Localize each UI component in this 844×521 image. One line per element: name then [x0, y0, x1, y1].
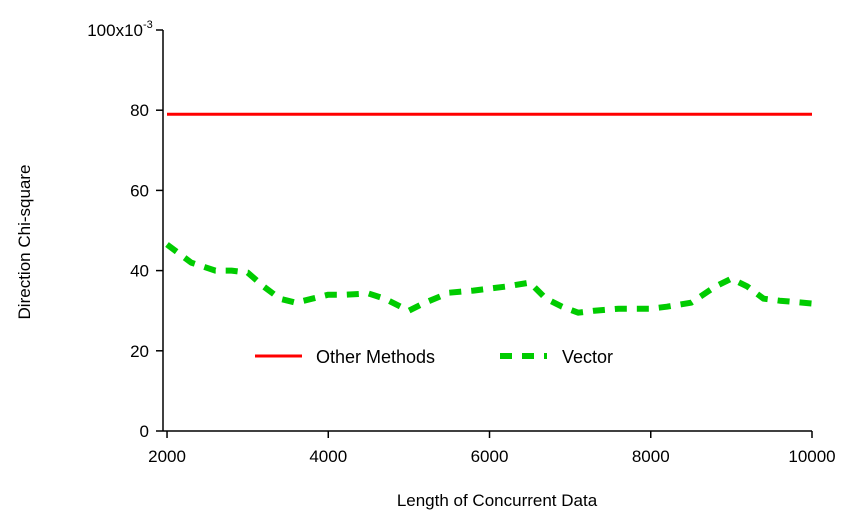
y-axis-label: Direction Chi-square [15, 165, 34, 320]
y-exponent-label: -3 [143, 19, 153, 31]
y-tick-label: 40 [130, 262, 149, 281]
x-tick-label: 6000 [471, 447, 509, 466]
legend-label-other-methods: Other Methods [316, 347, 435, 367]
x-ticks: 2000 4000 6000 8000 10000 [148, 431, 836, 466]
legend-label-vector: Vector [562, 347, 613, 367]
x-axis-label: Length of Concurrent Data [397, 491, 598, 510]
x-tick-label: 8000 [632, 447, 670, 466]
y-tick-label: 20 [130, 342, 149, 361]
legend: Other Methods Vector [255, 347, 613, 367]
axes [162, 30, 812, 432]
x-tick-label: 10000 [788, 447, 835, 466]
series-layer [165, 112, 813, 316]
y-tick-label: 100x10 [87, 21, 143, 40]
x-tick-label: 2000 [148, 447, 186, 466]
series-line-vector [165, 242, 813, 316]
y-tick-label: 60 [130, 181, 149, 200]
x-tick-label: 4000 [309, 447, 347, 466]
y-tick-label: 80 [130, 101, 149, 120]
y-tick-label: 0 [140, 422, 149, 441]
